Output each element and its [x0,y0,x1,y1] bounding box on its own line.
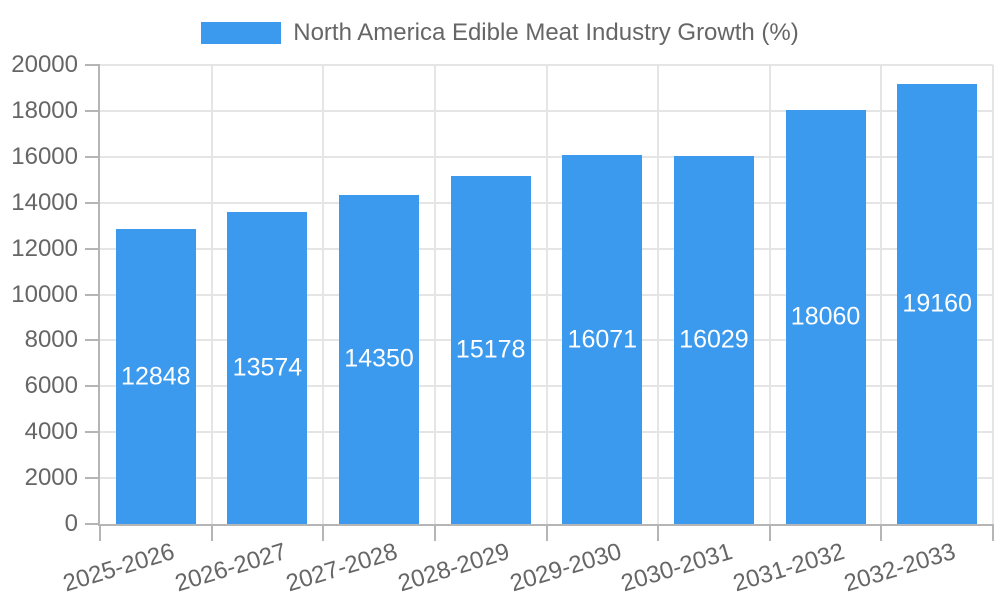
y-tick-label: 8000 [24,326,78,354]
x-tick-label: 2031-2032 [729,538,848,598]
x-tick-label: 2029-2030 [506,538,625,598]
y-axis-tick [85,155,100,158]
x-gridline [322,65,325,524]
y-tick-label: 20000 [11,51,78,78]
x-gridline [210,65,213,524]
bar[interactable] [562,155,643,524]
x-axis-tick [433,526,436,541]
y-tick-label: 16000 [11,142,78,170]
y-axis-tick [85,385,100,388]
bar-value-label: 19160 [902,289,972,318]
bar[interactable] [339,194,420,524]
y-tick-label: 0 [64,510,78,537]
bar-value-label: 12848 [121,362,191,391]
x-axis-tick [657,526,660,541]
x-tick-label: 2032-2033 [841,538,960,598]
x-axis-tick [545,526,548,541]
y-tick-label: 18000 [11,96,78,124]
y-axis-tick [85,247,100,250]
bar-value-label: 16029 [679,325,749,354]
y-axis-line [98,65,100,526]
x-gridline [768,65,771,524]
x-gridline [545,65,548,524]
x-axis-line [98,524,994,526]
y-tick-label: 12000 [11,234,78,262]
y-axis-tick [85,431,100,434]
x-tick-label: 2026-2027 [171,538,290,598]
x-axis-tick [768,526,771,541]
x-gridline [880,65,883,524]
bar[interactable] [785,109,866,524]
x-axis-tick [992,526,994,541]
bar[interactable] [227,212,308,524]
y-axis-tick [85,64,100,66]
bar-value-label: 13574 [232,353,303,382]
y-axis-tick [85,523,100,525]
bar-value-label: 15178 [455,335,526,364]
y-tick-label: 2000 [24,464,78,492]
x-tick-label: 2028-2029 [394,538,513,598]
y-axis-tick [85,477,100,480]
x-axis-tick [210,526,213,541]
chart-legend: North America Edible Meat Industry Growt… [0,20,1000,46]
bar[interactable] [115,229,196,524]
y-axis-tick [85,339,100,342]
bar-value-label: 14350 [344,344,414,373]
bar-value-label: 16071 [567,325,638,354]
y-tick-label: 14000 [11,188,78,216]
x-tick-label: 2025-2026 [60,538,178,598]
x-tick-label: 2030-2031 [618,538,736,598]
legend-label: North America Edible Meat Industry Growt… [293,19,799,46]
bar-value-label: 18060 [790,302,861,331]
legend-item[interactable]: North America Edible Meat Industry Growt… [201,20,799,46]
x-axis-tick [99,526,101,541]
bar[interactable] [897,84,978,524]
y-axis-tick [85,201,100,204]
y-tick-label: 10000 [11,280,78,308]
x-axis-tick [880,526,883,541]
x-axis-tick [322,526,325,541]
y-tick-label: 6000 [24,372,78,400]
y-tick-label: 4000 [24,418,78,446]
x-gridline [657,65,660,524]
y-axis-tick [85,293,100,296]
x-tick-label: 2027-2028 [283,538,401,598]
x-gridline [433,65,436,524]
bar[interactable] [450,175,531,524]
x-gridline [992,65,994,524]
legend-swatch-icon [201,22,282,44]
bar[interactable] [673,156,754,524]
y-axis-tick [85,109,100,112]
